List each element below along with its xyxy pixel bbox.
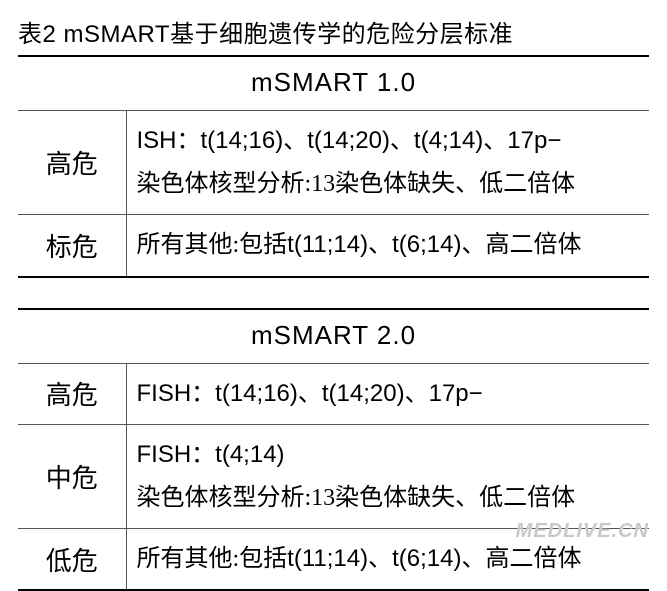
content-line2: 染色体核型分析:13染色体缺失、低二倍体 (137, 171, 576, 197)
content-data: t(14;16)、t(14;20)、17p− (215, 380, 482, 407)
content-suffix: 、高二倍体 (461, 546, 581, 572)
content-suffix: 、高二倍体 (461, 232, 581, 258)
watermark: MEDLIVE.CN (516, 520, 649, 543)
content-prefix: 所有其他:包括 (137, 232, 288, 258)
risk-category-standard: 标危 (18, 215, 126, 277)
content-data: t(11;14)、t(6;14) (287, 545, 461, 572)
content-prefix: 所有其他:包括 (137, 546, 288, 572)
table-row: 标危 所有其他:包括t(11;14)、t(6;14)、高二倍体 (18, 215, 649, 277)
content-label: FISH： (137, 380, 216, 407)
table-row: 高危 ISH：t(14;16)、t(14;20)、t(4;14)、17p− 染色… (18, 111, 649, 215)
content-data: t(14;16)、t(14;20)、t(4;14)、17p− (201, 127, 562, 154)
content-line2: 染色体核型分析:13染色体缺失、低二倍体 (137, 485, 576, 511)
msmart-2-header: mSMART 2.0 (18, 309, 649, 364)
content-data: t(4;14) (215, 441, 284, 468)
table-caption: 表2 mSMART基于细胞遗传学的危险分层标准 (18, 14, 649, 49)
risk-content-mid: FISH：t(4;14) 染色体核型分析:13染色体缺失、低二倍体 (126, 424, 649, 528)
content-label: FISH： (137, 441, 216, 468)
content-data: t(11;14)、t(6;14) (287, 231, 461, 258)
risk-category-high: 高危 (18, 363, 126, 424)
risk-category-high: 高危 (18, 111, 126, 215)
msmart-1-header: mSMART 1.0 (18, 56, 649, 111)
msmart-2-table: mSMART 2.0 高危 FISH：t(14;16)、t(14;20)、17p… (18, 308, 649, 591)
risk-category-low: 低危 (18, 529, 126, 591)
table-row: 高危 FISH：t(14;16)、t(14;20)、17p− (18, 363, 649, 424)
table-row: 中危 FISH：t(4;14) 染色体核型分析:13染色体缺失、低二倍体 (18, 424, 649, 528)
risk-content-high: ISH：t(14;16)、t(14;20)、t(4;14)、17p− 染色体核型… (126, 111, 649, 215)
risk-content-high: FISH：t(14;16)、t(14;20)、17p− (126, 363, 649, 424)
risk-category-mid: 中危 (18, 424, 126, 528)
content-label: ISH： (137, 127, 201, 154)
msmart-1-table: mSMART 1.0 高危 ISH：t(14;16)、t(14;20)、t(4;… (18, 55, 649, 278)
table-gap (18, 278, 649, 308)
risk-content-standard: 所有其他:包括t(11;14)、t(6;14)、高二倍体 (126, 215, 649, 277)
